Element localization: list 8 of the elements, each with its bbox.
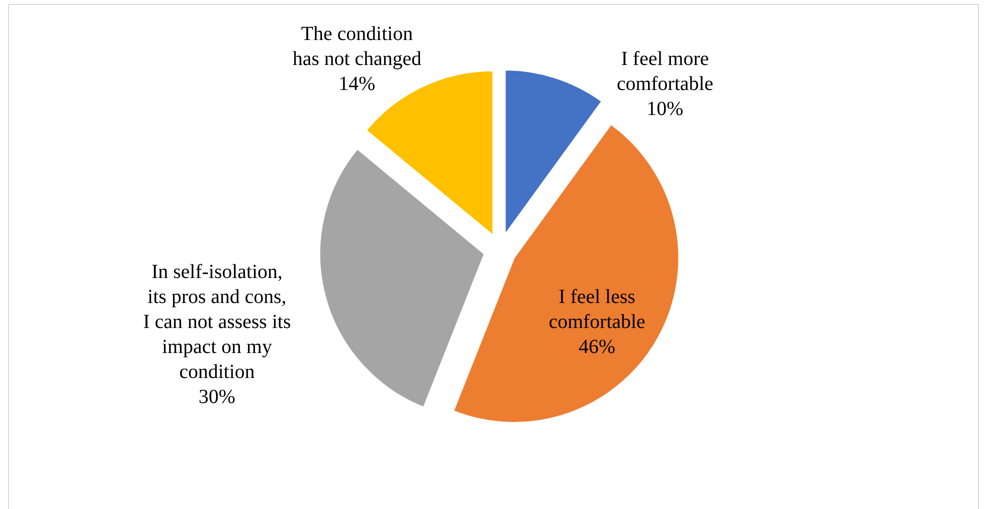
data-label: 10% xyxy=(646,98,684,120)
data-label: 14% xyxy=(338,73,376,95)
data-label: 30% xyxy=(198,386,236,408)
data-label: 46% xyxy=(578,336,616,358)
slice-label: In self-isolation, its pros and cons, I can not assess its impact on my condition xyxy=(143,261,292,383)
slice-label: I feel less comfortable xyxy=(548,286,646,333)
slice-label: I feel more comfortable xyxy=(616,48,714,95)
slice-label: The condition has not changed xyxy=(292,23,422,70)
